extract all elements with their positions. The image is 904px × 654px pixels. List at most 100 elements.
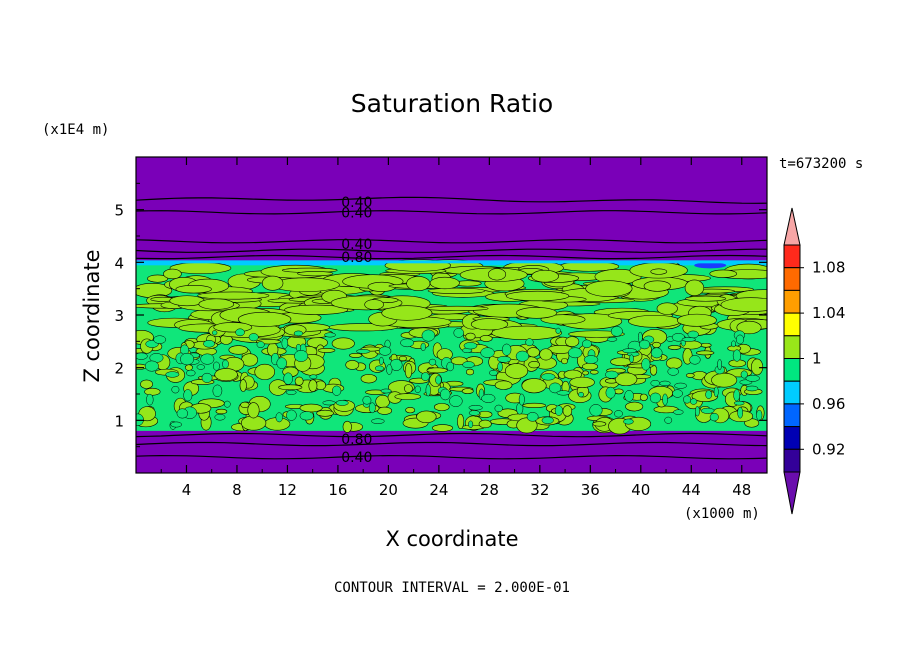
supersaturated-patch	[494, 380, 513, 390]
contour-label: 0.40	[341, 195, 372, 211]
supersaturated-patch	[582, 362, 599, 371]
moist-hole	[283, 372, 293, 385]
supersaturated-patch	[479, 335, 493, 342]
supersaturated-patch	[278, 384, 303, 391]
moist-hole	[568, 347, 583, 359]
moist-hole	[639, 339, 651, 350]
contour-line	[136, 454, 767, 460]
moist-hole	[548, 382, 562, 394]
moist-hole	[371, 418, 385, 424]
supersaturated-patch	[478, 419, 492, 429]
moist-hole	[614, 410, 623, 418]
moist-hole	[515, 350, 530, 362]
moist-hole	[214, 413, 226, 421]
moist-hole	[180, 352, 195, 366]
moist-hole	[756, 409, 763, 421]
moist-hole	[414, 385, 421, 393]
supersaturated-patch	[582, 370, 589, 376]
moist-hole	[285, 389, 297, 395]
x-tick-label: 24	[429, 481, 448, 499]
moist-hole	[733, 400, 745, 406]
moist-hole	[324, 332, 336, 338]
supersaturated-patch	[140, 379, 153, 389]
supersaturated-patch	[342, 420, 352, 433]
moist-hole	[379, 356, 384, 366]
colorbar-bottom-arrow	[783, 471, 801, 515]
supersaturated-patch	[614, 372, 638, 387]
supersaturated-patch	[240, 401, 250, 409]
supersaturated-patch	[639, 393, 648, 402]
colorbar-swatch	[783, 358, 801, 382]
moist-hole	[286, 409, 297, 421]
supersaturated-patch	[381, 305, 433, 321]
supersaturated-patch	[427, 287, 486, 294]
moist-hole	[745, 374, 760, 382]
moist-hole	[248, 333, 259, 342]
x-axis-label: X coordinate	[385, 527, 518, 551]
subsaturated-patch	[694, 262, 727, 269]
moist-hole	[468, 410, 481, 416]
y-tick-label: 1	[114, 412, 124, 430]
x-tick-label: 48	[732, 481, 751, 499]
moist-hole	[732, 349, 742, 362]
colorbar-label: 0.96	[812, 395, 845, 413]
moist-hole	[481, 393, 496, 403]
moist-hole	[144, 360, 159, 372]
moist-hole	[400, 338, 415, 348]
supersaturated-patch	[175, 285, 212, 294]
supersaturated-patch	[394, 393, 422, 400]
supersaturated-patch	[228, 345, 249, 355]
moist-hole	[201, 372, 213, 383]
moist-hole	[276, 357, 287, 369]
moist-hole	[212, 361, 220, 371]
moist-hole	[374, 365, 384, 372]
supersaturated-patch	[237, 311, 292, 327]
contour-lines	[136, 196, 767, 460]
supersaturated-patch	[465, 332, 476, 341]
supersaturated-patch	[197, 291, 270, 300]
colorbar-swatch	[783, 426, 801, 450]
supersaturated-patch	[528, 360, 541, 369]
contour-label: 0.40	[341, 205, 372, 221]
colorbar-label: 1.08	[812, 259, 845, 277]
cloud-top-edge	[136, 260, 767, 264]
moist-hole	[446, 361, 455, 372]
supersaturated-patch	[405, 407, 416, 414]
moist-hole	[480, 347, 495, 358]
moist-hole	[667, 367, 679, 376]
moist-hole	[176, 408, 189, 419]
supersaturated-patch	[317, 348, 336, 353]
supersaturated-patch	[416, 410, 437, 423]
moist-hole	[322, 400, 336, 406]
moist-hole	[650, 379, 660, 387]
y-axis-label: Z coordinate	[80, 249, 104, 382]
moist-hole	[440, 388, 451, 401]
moist-hole	[309, 374, 318, 380]
moist-hole	[605, 370, 619, 379]
supersaturated-patch	[349, 352, 363, 358]
supersaturated-patch	[239, 379, 247, 392]
x-axis-ticks: 4 8 12 16 20 24 28 32 36 40 44 48	[160, 157, 751, 499]
contour-line	[136, 196, 767, 204]
supersaturated-patch	[487, 268, 507, 281]
moist-hole	[222, 359, 229, 369]
moist-hole	[362, 395, 372, 405]
y-tick-label: 2	[114, 360, 124, 378]
supersaturated-patch	[331, 337, 355, 350]
supersaturated-patch	[625, 401, 644, 412]
moist-hole	[200, 353, 215, 365]
moist-hole	[235, 328, 245, 337]
moist-hole	[468, 420, 474, 428]
colorbar-swatch	[783, 289, 801, 314]
moist-hole	[737, 406, 744, 419]
moist-hole	[735, 334, 745, 345]
moist-hole	[740, 370, 748, 379]
moist-hole	[386, 364, 393, 375]
time-label: t=673200 s	[779, 156, 863, 172]
colorbar: 1.08 1.04 1 0.96 0.92	[783, 207, 845, 515]
moist-hole	[136, 352, 148, 360]
contour-label: 0.40	[341, 237, 372, 253]
supersaturated-patch	[643, 280, 671, 292]
moist-hole	[690, 398, 698, 405]
